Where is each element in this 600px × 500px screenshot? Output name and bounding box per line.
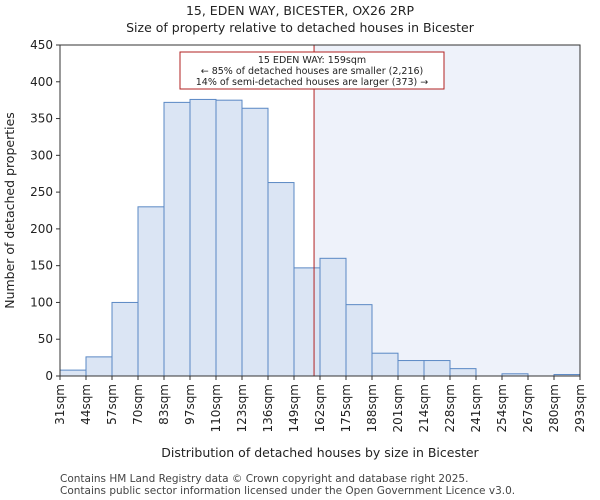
x-axis-label: Distribution of detached houses by size …	[161, 445, 479, 460]
x-tick-label: 228sqm	[443, 384, 457, 432]
x-tick-label: 241sqm	[469, 384, 483, 432]
annotation-larger: 14% of semi-detached houses are larger (…	[196, 77, 429, 88]
x-tick-label: 149sqm	[287, 384, 301, 432]
annotation-smaller: ← 85% of detached houses are smaller (2,…	[201, 66, 424, 77]
chart-subtitle: Size of property relative to detached ho…	[126, 20, 474, 35]
x-tick-label: 44sqm	[79, 384, 93, 425]
x-tick-label: 162sqm	[313, 384, 327, 432]
x-tick-label: 110sqm	[209, 384, 223, 432]
histogram-bar	[319, 257, 347, 377]
x-tick-label: 136sqm	[261, 384, 275, 432]
y-tick-label: 350	[30, 112, 53, 126]
histogram-bar	[241, 107, 269, 377]
histogram-bar	[111, 301, 139, 377]
x-tick-label: 214sqm	[417, 384, 431, 432]
x-tick-label: 188sqm	[365, 384, 379, 432]
y-tick-label: 0	[45, 369, 53, 383]
y-tick-label: 250	[30, 185, 53, 199]
x-tick-label: 97sqm	[183, 384, 197, 425]
y-tick-label: 100	[30, 295, 53, 309]
x-tick-label: 254sqm	[495, 384, 509, 432]
histogram-bar	[137, 206, 165, 377]
y-tick-label: 200	[30, 222, 53, 236]
x-tick-label: 123sqm	[235, 384, 249, 432]
histogram-bar	[449, 368, 477, 377]
x-tick-label: 201sqm	[391, 384, 405, 432]
histogram-bar	[345, 304, 373, 377]
x-tick-label: 175sqm	[339, 384, 353, 432]
x-tick-label: 70sqm	[131, 384, 145, 425]
annotation-box	[179, 51, 445, 90]
y-tick-label: 150	[30, 259, 53, 273]
histogram-bar	[163, 101, 191, 377]
footer-line-1: Contains HM Land Registry data © Crown c…	[60, 473, 469, 485]
histogram-chart: 0 50 100 150 200 250 300 350 400 450 31sqm 44sqm 57s…	[2, 38, 587, 460]
histogram-bar	[267, 182, 295, 377]
x-tick-label: 293sqm	[573, 384, 587, 432]
annotation-title: 15 EDEN WAY: 159sqm	[258, 55, 366, 66]
histogram-bar	[293, 267, 321, 377]
histogram-bar	[371, 352, 399, 377]
y-tick-label: 450	[30, 38, 53, 52]
x-tick-label: 267sqm	[521, 384, 535, 432]
y-tick-label: 50	[38, 332, 53, 346]
x-tick-label: 57sqm	[105, 384, 119, 425]
y-axis-label: Number of detached properties	[2, 112, 17, 309]
histogram-bar	[215, 99, 243, 377]
histogram-bar	[423, 360, 451, 377]
histogram-bar	[189, 98, 217, 377]
histogram-bar	[397, 360, 425, 377]
y-tick-label: 400	[30, 75, 53, 89]
histogram-bar	[85, 356, 113, 377]
histogram-bar	[59, 369, 87, 377]
x-tick-label: 83sqm	[157, 384, 171, 425]
y-tick-label: 300	[30, 148, 53, 162]
chart-title: 15, EDEN WAY, BICESTER, OX26 2RP	[185, 3, 415, 18]
x-tick-label: 31sqm	[53, 384, 67, 425]
footer-line-2: Contains public sector information licen…	[60, 485, 516, 497]
x-tick-label: 280sqm	[547, 384, 561, 432]
